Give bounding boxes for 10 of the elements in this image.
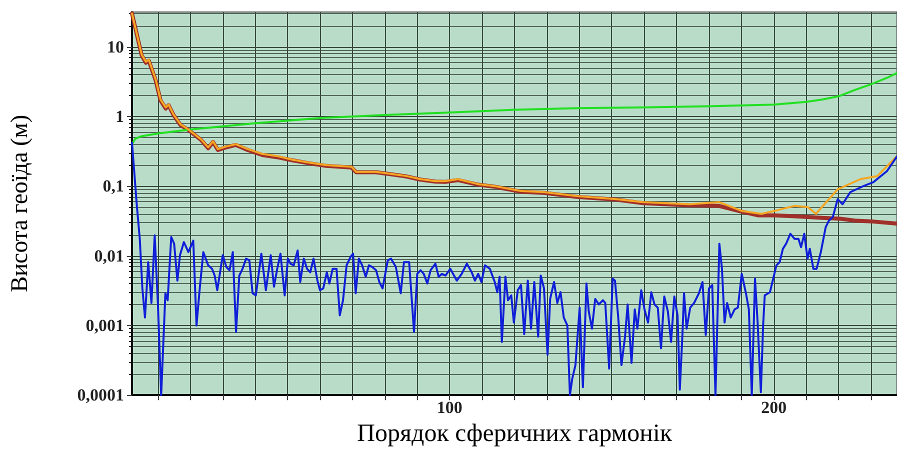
y-tick-label: 0,1 (102, 176, 124, 196)
y-tick-label: 0,001 (86, 316, 124, 335)
y-tick-label: 0,0001 (77, 386, 124, 405)
x-axis-title: Порядок сферичних гармонік (356, 420, 673, 447)
y-tick-label: 0,01 (94, 246, 124, 266)
x-tick-label: 200 (761, 398, 787, 418)
y-tick-label: 1 (116, 106, 124, 126)
y-axis-title: Висота геоїда (м) (7, 114, 33, 292)
y-tick-label: 10 (107, 37, 124, 56)
x-tick-label: 100 (436, 398, 462, 418)
